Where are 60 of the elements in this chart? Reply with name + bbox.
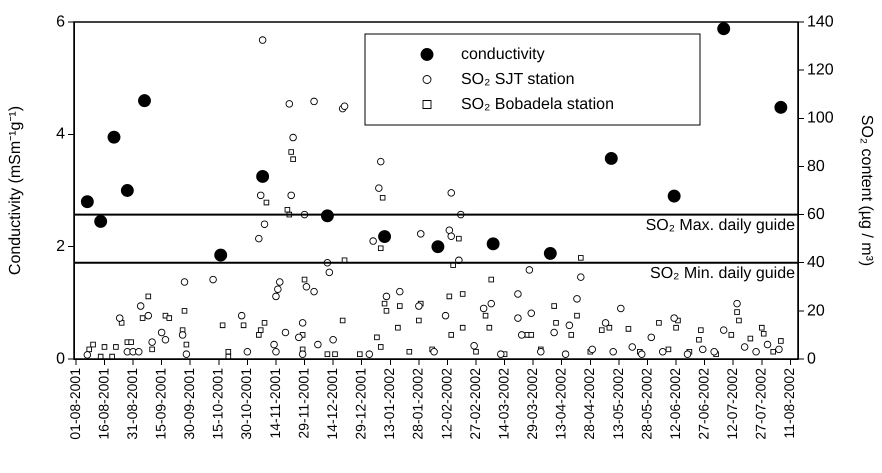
x-tick-label: 29-03-2002 bbox=[524, 368, 540, 440]
x-tick-label: 13-01-2002 bbox=[381, 368, 398, 440]
x-tick-label: 12-06-2002 bbox=[666, 368, 683, 440]
y2-tick-label: 100 bbox=[807, 110, 834, 127]
point bbox=[94, 214, 108, 228]
x-tick-label: 14-11-2001 bbox=[266, 368, 283, 439]
x-tick-label: 27-02-2002 bbox=[466, 368, 483, 440]
ref-line-label: SO₂ Max. daily guide bbox=[646, 216, 796, 234]
point bbox=[138, 94, 151, 108]
x-tick-label: 31-08-2001 bbox=[124, 368, 140, 440]
x-tick-label: 14-03-2002 bbox=[495, 368, 512, 440]
x-tick-label: 14-12-2001 bbox=[324, 368, 340, 440]
x-tick-label: 15-09-2001 bbox=[152, 368, 168, 440]
x-tick-label: 27-07-2002 bbox=[752, 368, 769, 440]
y2-tick-label: 0 bbox=[807, 350, 816, 368]
x-tick-label: 13-05-2002 bbox=[610, 368, 626, 440]
y-tick-label: 0 bbox=[56, 350, 66, 368]
x-tick-label: 01-08-2001 bbox=[66, 368, 83, 440]
x-tick-label: 27-06-2002 bbox=[696, 368, 712, 440]
point bbox=[774, 100, 788, 114]
y2-tick-label: 60 bbox=[807, 206, 825, 223]
y2-tick-label: 80 bbox=[807, 158, 825, 175]
x-tick-label: 13-04-2002 bbox=[552, 368, 569, 440]
legend-label: SO₂ Bobadela station bbox=[461, 96, 614, 113]
point bbox=[604, 152, 618, 165]
point bbox=[80, 195, 94, 208]
x-tick-label: 30-09-2001 bbox=[181, 368, 198, 440]
x-tick-label: 12-02-2002 bbox=[438, 368, 454, 440]
point bbox=[378, 230, 392, 244]
legend-label: SO₂ SJT station bbox=[461, 70, 575, 88]
point bbox=[431, 240, 444, 254]
x-tick-label: 28-01-2002 bbox=[410, 368, 426, 440]
x-tick-label: 12-07-2002 bbox=[724, 368, 740, 440]
point bbox=[544, 246, 557, 260]
y-tick-label: 4 bbox=[56, 126, 66, 143]
ref-line-label: SO₂ Min. daily guide bbox=[650, 265, 796, 282]
x-tick-label: 11-08-2002 bbox=[781, 368, 798, 439]
x-tick-label: 30-10-2001 bbox=[238, 368, 254, 440]
point bbox=[214, 248, 228, 262]
y2-tick-label: 140 bbox=[807, 13, 834, 30]
y-tick-label: 6 bbox=[56, 13, 66, 30]
y2-tick-label: 120 bbox=[807, 62, 834, 79]
x-tick-label: 16-08-2001 bbox=[95, 368, 112, 440]
y-tick-label: 2 bbox=[56, 238, 66, 256]
x-tick-label: 28-05-2002 bbox=[638, 368, 654, 440]
x-tick-label: 29-12-2001 bbox=[352, 368, 369, 440]
point bbox=[108, 130, 120, 144]
point bbox=[120, 184, 134, 197]
x-tick-label: 28-04-2002 bbox=[581, 368, 598, 440]
point bbox=[668, 190, 681, 203]
y-axis-title: Conductivity (mSm⁻¹g⁻¹) bbox=[7, 106, 24, 276]
x-tick-label: 29-11-2001 bbox=[295, 368, 312, 439]
point bbox=[717, 22, 730, 36]
y2-tick-label: 40 bbox=[807, 254, 825, 272]
point bbox=[486, 237, 500, 250]
point bbox=[256, 170, 270, 183]
y2-tick-label: 20 bbox=[807, 302, 825, 320]
y2-axis-title: SO₂ content (µg / m³) bbox=[858, 114, 875, 266]
legend-label: conductivity bbox=[461, 46, 545, 63]
x-tick-label: 15-10-2001 bbox=[210, 368, 226, 440]
